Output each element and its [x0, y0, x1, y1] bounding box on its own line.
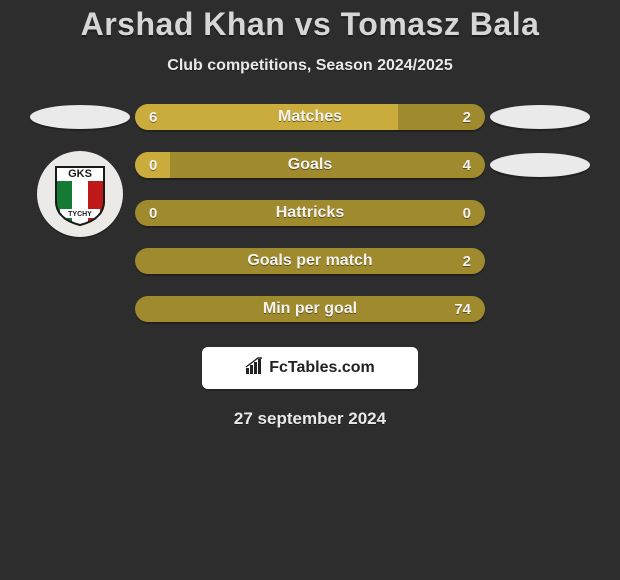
club-badge-left: GKS TYCHY [37, 151, 123, 237]
stat-bar: Min per goal 74 [135, 296, 485, 322]
stat-row: 6 Matches 2 [0, 103, 620, 131]
club-badge-svg: GKS TYCHY [52, 161, 108, 227]
stat-row: Min per goal 74 [0, 295, 620, 323]
page-title: Arshad Khan vs Tomasz Bala [0, 0, 620, 43]
bar-label: Hattricks [135, 204, 485, 222]
right-side-slot [485, 105, 595, 129]
stat-bar: 0 Hattricks 0 [135, 200, 485, 226]
right-side-slot [485, 153, 595, 177]
stat-bar: 0 Goals 4 [135, 152, 485, 178]
comparison-infographic: Arshad Khan vs Tomasz Bala Club competit… [0, 0, 620, 580]
bar-label: Matches [135, 108, 485, 126]
badge-subtext: TYCHY [68, 211, 92, 218]
stat-row: GKS TYCHY 0 Goals 4 [0, 151, 620, 179]
attribution-badge: FcTables.com [202, 347, 418, 389]
stat-bar: 6 Matches 2 [135, 104, 485, 130]
player-ellipse-left [30, 105, 130, 129]
badge-text: GKS [68, 168, 92, 180]
player-ellipse-right [490, 105, 590, 129]
stat-rows: 6 Matches 2 GKS [0, 103, 620, 323]
stat-bar: Goals per match 2 [135, 248, 485, 274]
bar-label: Min per goal [135, 300, 485, 318]
left-side-slot [25, 105, 135, 129]
bar-label: Goals per match [135, 252, 485, 270]
bar-label: Goals [135, 156, 485, 174]
date-text: 27 september 2024 [0, 409, 620, 429]
chart-icon [245, 357, 263, 380]
attribution-text: FcTables.com [269, 359, 375, 377]
stat-row: Goals per match 2 [0, 247, 620, 275]
page-subtitle: Club competitions, Season 2024/2025 [0, 57, 620, 75]
player-ellipse-right [490, 153, 590, 177]
